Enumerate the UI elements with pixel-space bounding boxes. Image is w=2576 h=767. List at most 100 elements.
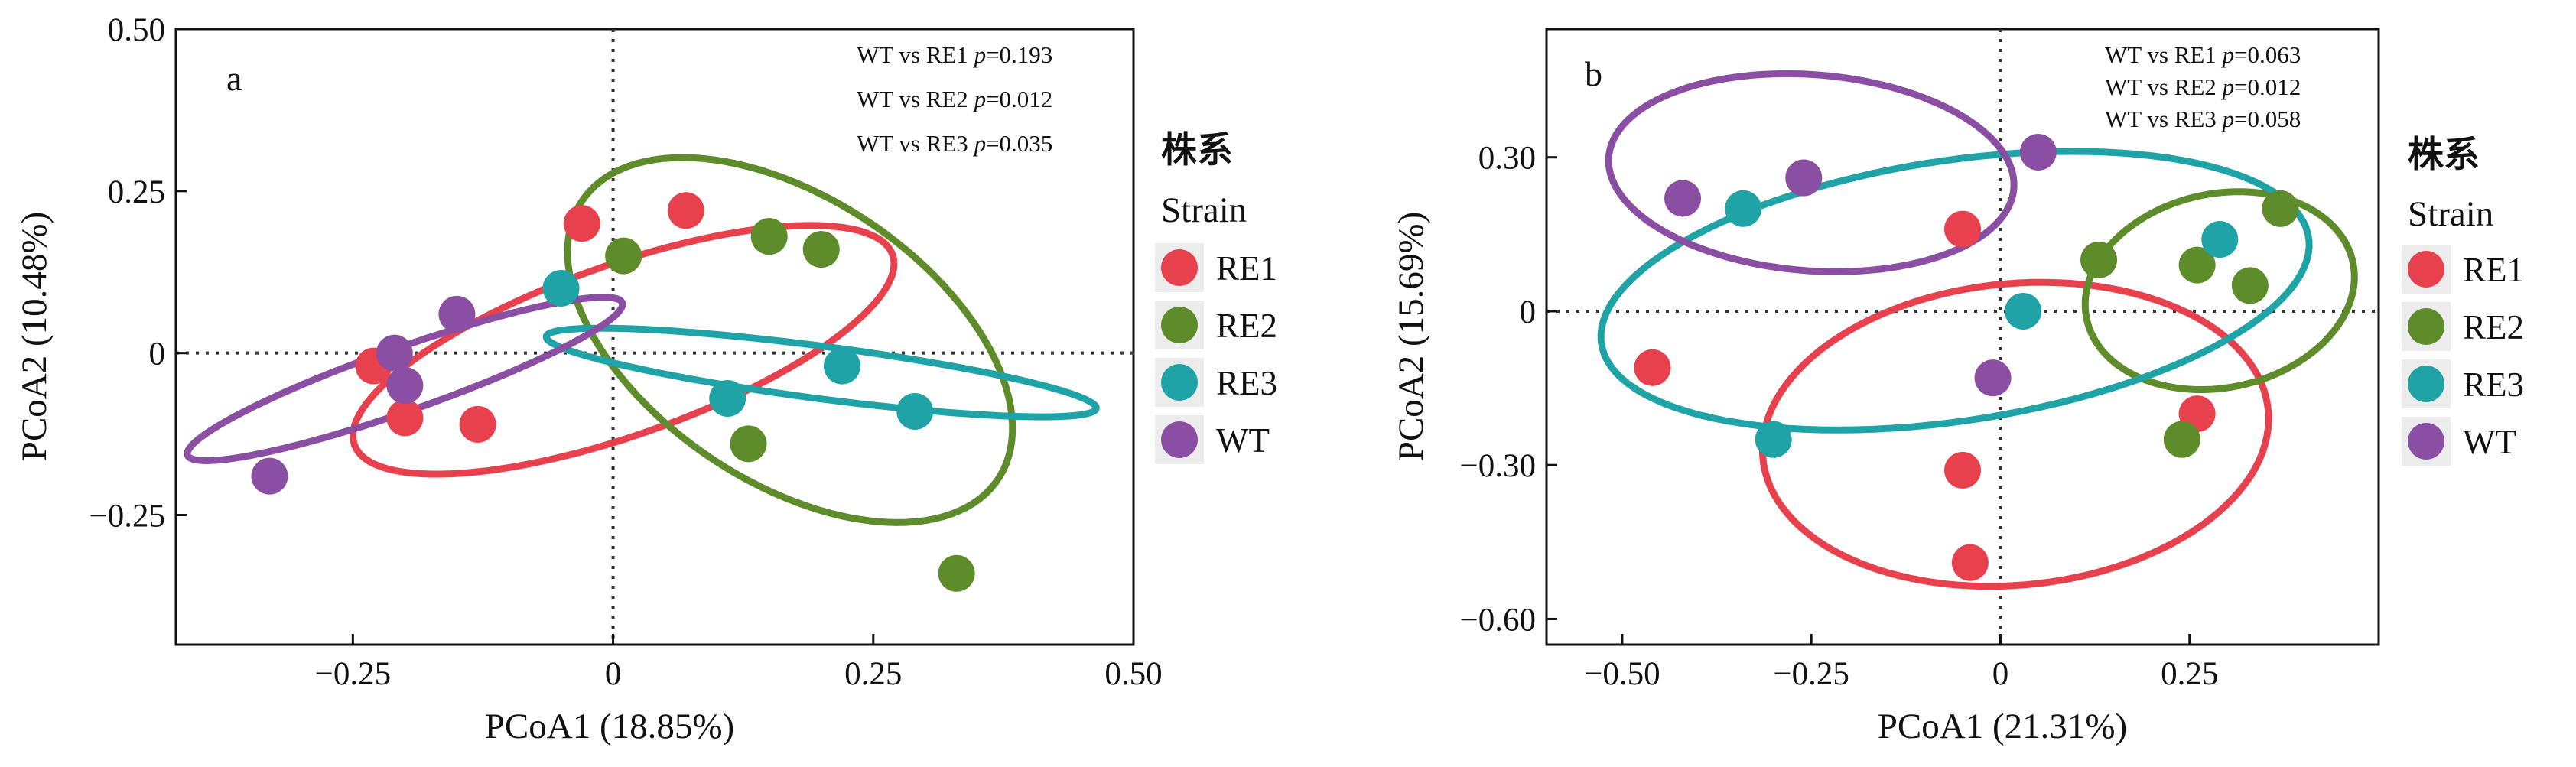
legend-swatch-wt — [2408, 423, 2444, 460]
legend-swatch-re2 — [1161, 307, 1198, 343]
point-re2 — [605, 237, 642, 275]
point-re2 — [938, 554, 975, 592]
legend-item-re2: RE2 — [2402, 302, 2524, 351]
y-tick-label: −0.30 — [1459, 448, 1536, 484]
legend-items-b: RE1 RE2 RE3 WT — [2402, 245, 2524, 466]
legend-swatch-re1 — [1161, 249, 1198, 286]
stat-line-a-1: WT vs RE1 p=0.193 — [857, 41, 1052, 68]
point-re2 — [2262, 190, 2299, 227]
y-tick-label: −0.60 — [1459, 602, 1536, 638]
x-tick-label: 0.25 — [844, 656, 902, 692]
point-re2 — [2178, 246, 2216, 284]
legend-swatch-wt — [1161, 421, 1198, 458]
y-axis-label-b: PCoA2 (15.69%) — [1391, 212, 1431, 461]
point-wt — [1785, 159, 1823, 197]
legend-item-re2: RE2 — [1155, 301, 1277, 349]
y-tick-label: 0.25 — [108, 174, 165, 210]
legend-label-re2: RE2 — [2463, 308, 2524, 346]
point-re3 — [1755, 421, 1792, 458]
points-a — [251, 192, 975, 592]
y-tick-label: 0.50 — [108, 12, 165, 48]
legend-subtitle-a: Strain — [1161, 190, 1247, 230]
legend-title-a: 株系 — [1161, 131, 1233, 171]
legend-item-wt: WT — [2402, 417, 2516, 466]
point-re1 — [459, 405, 496, 443]
legend-label-wt: WT — [2463, 423, 2516, 461]
x-axis-label-a: PCoA1 (18.85%) — [485, 707, 734, 746]
point-wt — [1664, 180, 1702, 217]
point-wt — [386, 367, 424, 405]
stat-line-a-3: WT vs RE3 p=0.035 — [857, 130, 1052, 157]
x-ticks-a: −0.25 0 0.25 0.50 — [315, 634, 1163, 692]
ellipse-re3 — [542, 324, 1100, 421]
legend-swatch-re2 — [2408, 308, 2444, 345]
legend-items-a: RE1 RE2 RE3 WT — [1155, 243, 1277, 464]
legend-swatch-re1 — [2408, 251, 2444, 288]
legend-subtitle-b: Strain — [2408, 194, 2493, 234]
panel-label-b: b — [1585, 54, 1602, 93]
point-wt — [2019, 134, 2057, 171]
legend-label-re3: RE3 — [2463, 366, 2524, 404]
point-re2 — [730, 425, 767, 463]
points-b — [1634, 134, 2299, 581]
y-tick-label: −0.25 — [89, 499, 165, 535]
ellipse-re1 — [349, 222, 898, 478]
point-re2 — [802, 231, 840, 268]
point-re1 — [667, 192, 704, 229]
stat-line-a-2: WT vs RE2 p=0.012 — [857, 86, 1052, 112]
legend-b: 株系 Strain RE1 RE2 RE3 WT — [2402, 135, 2524, 466]
point-re2 — [2163, 421, 2200, 458]
x-ticks-b: −0.50 −0.25 0 0.25 — [1584, 634, 2218, 692]
point-re1 — [1944, 451, 1981, 489]
ellipse-re3 — [1597, 148, 2313, 434]
legend-item-re1: RE1 — [2402, 245, 2524, 294]
x-tick-label: 0.25 — [2161, 656, 2218, 692]
legend-label-re1: RE1 — [1216, 249, 1277, 288]
point-re3 — [709, 380, 746, 417]
y-tick-label: 0 — [149, 336, 166, 372]
panel-label-a: a — [226, 59, 242, 98]
legend-label-wt: WT — [1216, 421, 1270, 460]
point-wt — [376, 334, 413, 372]
point-re2 — [2080, 241, 2118, 278]
point-wt — [438, 295, 476, 333]
y-tick-label: 0 — [1520, 294, 1537, 330]
pcoa-panel-b: −0.50 −0.25 0 0.25 −0.60 −0.30 0 0.30 b WT vs … — [1391, 28, 2380, 746]
point-re3 — [542, 269, 580, 307]
legend-item-re3: RE3 — [2402, 359, 2524, 408]
ellipses-b — [1597, 70, 2358, 590]
legend-item-wt: WT — [1155, 415, 1270, 464]
point-wt — [251, 457, 288, 495]
y-ticks-a: −0.25 0 0.25 0.50 — [89, 12, 187, 535]
y-tick-label: 0.30 — [1478, 141, 1536, 177]
point-re2 — [2231, 267, 2269, 304]
point-re3 — [896, 392, 934, 430]
point-re3 — [823, 347, 860, 385]
point-re3 — [2005, 292, 2042, 330]
plot-frame-a — [174, 28, 1135, 646]
stat-line-b-3: WT vs RE3 p=0.058 — [2105, 106, 2301, 132]
reference-lines-a — [176, 29, 1134, 645]
legend-swatch-re3 — [1161, 364, 1198, 401]
legend-label-re2: RE2 — [1216, 307, 1277, 345]
x-tick-label: 0 — [1992, 656, 2009, 692]
x-tick-label: −0.25 — [315, 656, 392, 692]
point-re2 — [750, 218, 788, 255]
point-re1 — [1634, 349, 1671, 386]
plot-frame-b — [1545, 28, 2380, 646]
point-re1 — [386, 399, 424, 437]
y-axis-label-a: PCoA2 (10.48%) — [15, 212, 54, 461]
stat-line-b-2: WT vs RE2 p=0.012 — [2105, 73, 2301, 100]
point-re1 — [1951, 544, 1989, 581]
y-ticks-b: −0.60 −0.30 0 0.30 — [1459, 141, 1557, 638]
point-re3 — [2201, 221, 2239, 258]
point-re1 — [1944, 210, 1981, 248]
point-re1 — [563, 205, 600, 242]
x-tick-label: −0.25 — [1773, 656, 1849, 692]
legend-swatch-re3 — [2408, 366, 2444, 402]
point-wt — [1974, 359, 2012, 397]
legend-item-re1: RE1 — [1155, 243, 1277, 292]
point-re3 — [1725, 190, 1762, 227]
pcoa-panel-a: −0.25 0 0.25 0.50 −0.25 0 0.25 0.50 a WT vs RE… — [15, 12, 1163, 746]
